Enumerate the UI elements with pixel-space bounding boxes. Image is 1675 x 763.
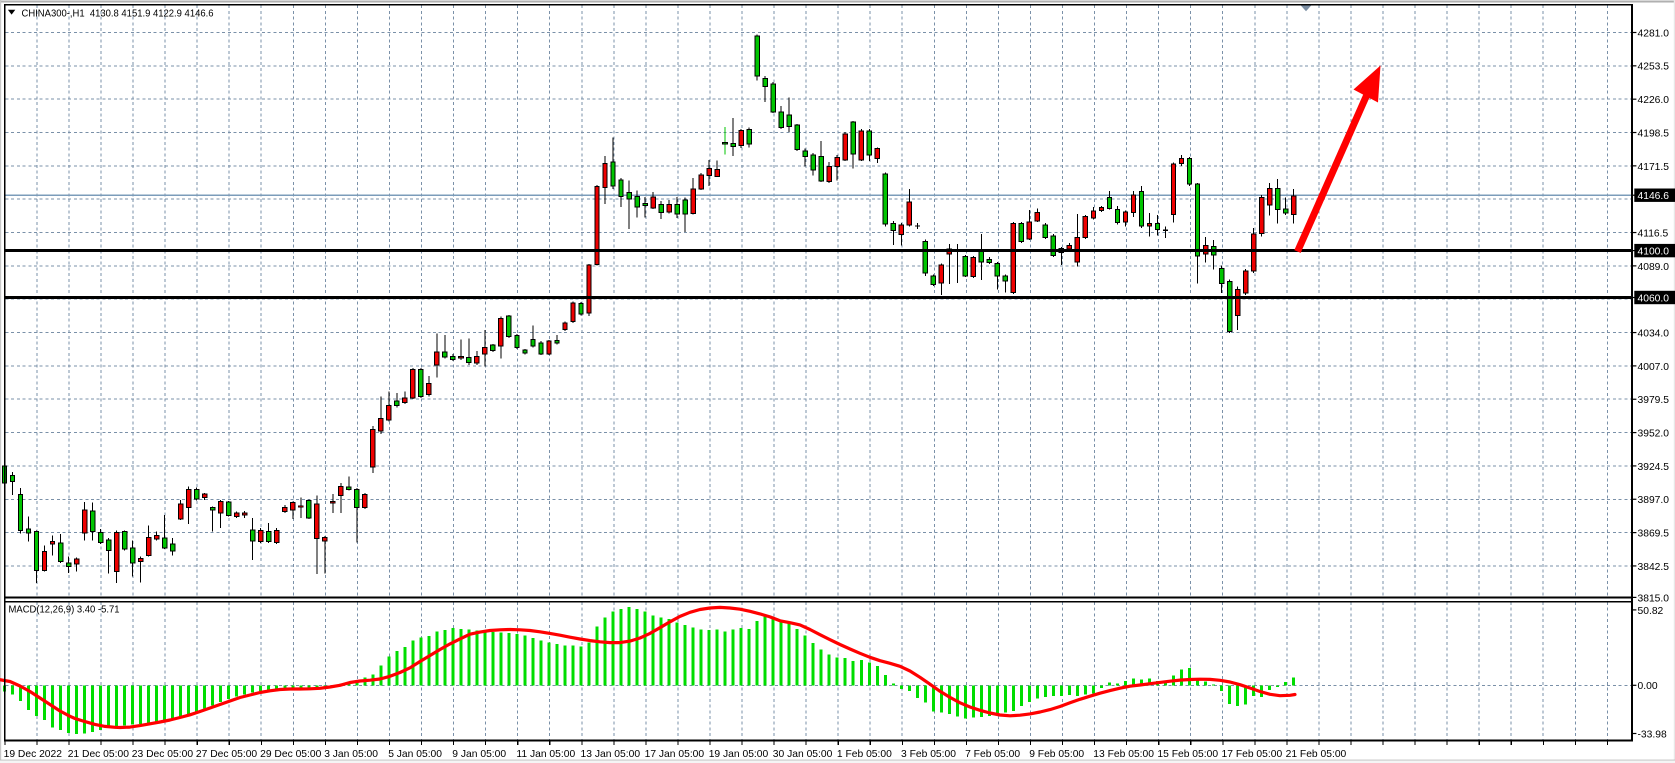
- svg-text:4100.0: 4100.0: [1638, 247, 1670, 258]
- svg-text:19 Dec 2022: 19 Dec 2022: [4, 749, 63, 760]
- svg-text:4226.0: 4226.0: [1638, 95, 1670, 106]
- svg-text:4034.0: 4034.0: [1638, 329, 1670, 340]
- svg-text:3952.0: 3952.0: [1638, 429, 1670, 440]
- svg-text:1 Feb 05:00: 1 Feb 05:00: [837, 749, 892, 760]
- svg-text:13 Feb 05:00: 13 Feb 05:00: [1093, 749, 1154, 760]
- svg-text:4116.5: 4116.5: [1638, 228, 1669, 239]
- svg-text:19 Jan 05:00: 19 Jan 05:00: [709, 749, 769, 760]
- svg-text:0.00: 0.00: [1638, 681, 1658, 692]
- svg-text:3 Jan 05:00: 3 Jan 05:00: [324, 749, 378, 760]
- svg-text:7 Feb 05:00: 7 Feb 05:00: [965, 749, 1020, 760]
- svg-text:4089.0: 4089.0: [1638, 262, 1670, 273]
- svg-text:21 Dec 05:00: 21 Dec 05:00: [68, 749, 130, 760]
- svg-text:3815.0: 3815.0: [1638, 593, 1670, 604]
- svg-text:9 Feb 05:00: 9 Feb 05:00: [1029, 749, 1084, 760]
- svg-text:4171.5: 4171.5: [1638, 162, 1670, 173]
- svg-text:27 Dec 05:00: 27 Dec 05:00: [196, 749, 258, 760]
- svg-text:4281.0: 4281.0: [1638, 28, 1670, 39]
- svg-text:11 Jan 05:00: 11 Jan 05:00: [516, 749, 575, 760]
- svg-text:29 Dec 05:00: 29 Dec 05:00: [260, 749, 322, 760]
- svg-text:50.82: 50.82: [1638, 606, 1664, 617]
- svg-text:9 Jan 05:00: 9 Jan 05:00: [452, 749, 506, 760]
- svg-text:5 Jan 05:00: 5 Jan 05:00: [388, 749, 442, 760]
- svg-text:MACD(12,26,9) 3.40 -5.71: MACD(12,26,9) 3.40 -5.71: [9, 605, 120, 616]
- svg-text:13 Jan 05:00: 13 Jan 05:00: [581, 749, 641, 760]
- svg-text:4253.5: 4253.5: [1638, 62, 1670, 73]
- svg-text:4007.0: 4007.0: [1638, 362, 1670, 373]
- svg-text:17 Feb 05:00: 17 Feb 05:00: [1222, 749, 1283, 760]
- svg-text:3897.0: 3897.0: [1638, 495, 1670, 506]
- svg-text:4060.0: 4060.0: [1638, 293, 1670, 304]
- svg-text:4146.6: 4146.6: [1638, 191, 1670, 202]
- svg-text:3924.5: 3924.5: [1638, 462, 1670, 473]
- svg-text:3 Feb 05:00: 3 Feb 05:00: [901, 749, 956, 760]
- svg-text:4198.5: 4198.5: [1638, 128, 1670, 139]
- svg-text:-33.98: -33.98: [1638, 729, 1667, 740]
- svg-text:23 Dec 05:00: 23 Dec 05:00: [132, 749, 194, 760]
- svg-text:CHINA300-,H1 4130.8 4151.9 41: CHINA300-,H1 4130.8 4151.9 4122.9 4146.6: [22, 8, 214, 19]
- svg-text:30 Jan 05:00: 30 Jan 05:00: [773, 749, 833, 760]
- svg-text:17 Jan 05:00: 17 Jan 05:00: [645, 749, 705, 760]
- svg-text:3979.5: 3979.5: [1638, 395, 1670, 406]
- svg-text:21 Feb 05:00: 21 Feb 05:00: [1286, 749, 1347, 760]
- svg-text:3869.5: 3869.5: [1638, 529, 1670, 540]
- svg-text:3842.5: 3842.5: [1638, 562, 1670, 573]
- svg-text:15 Feb 05:00: 15 Feb 05:00: [1157, 749, 1218, 760]
